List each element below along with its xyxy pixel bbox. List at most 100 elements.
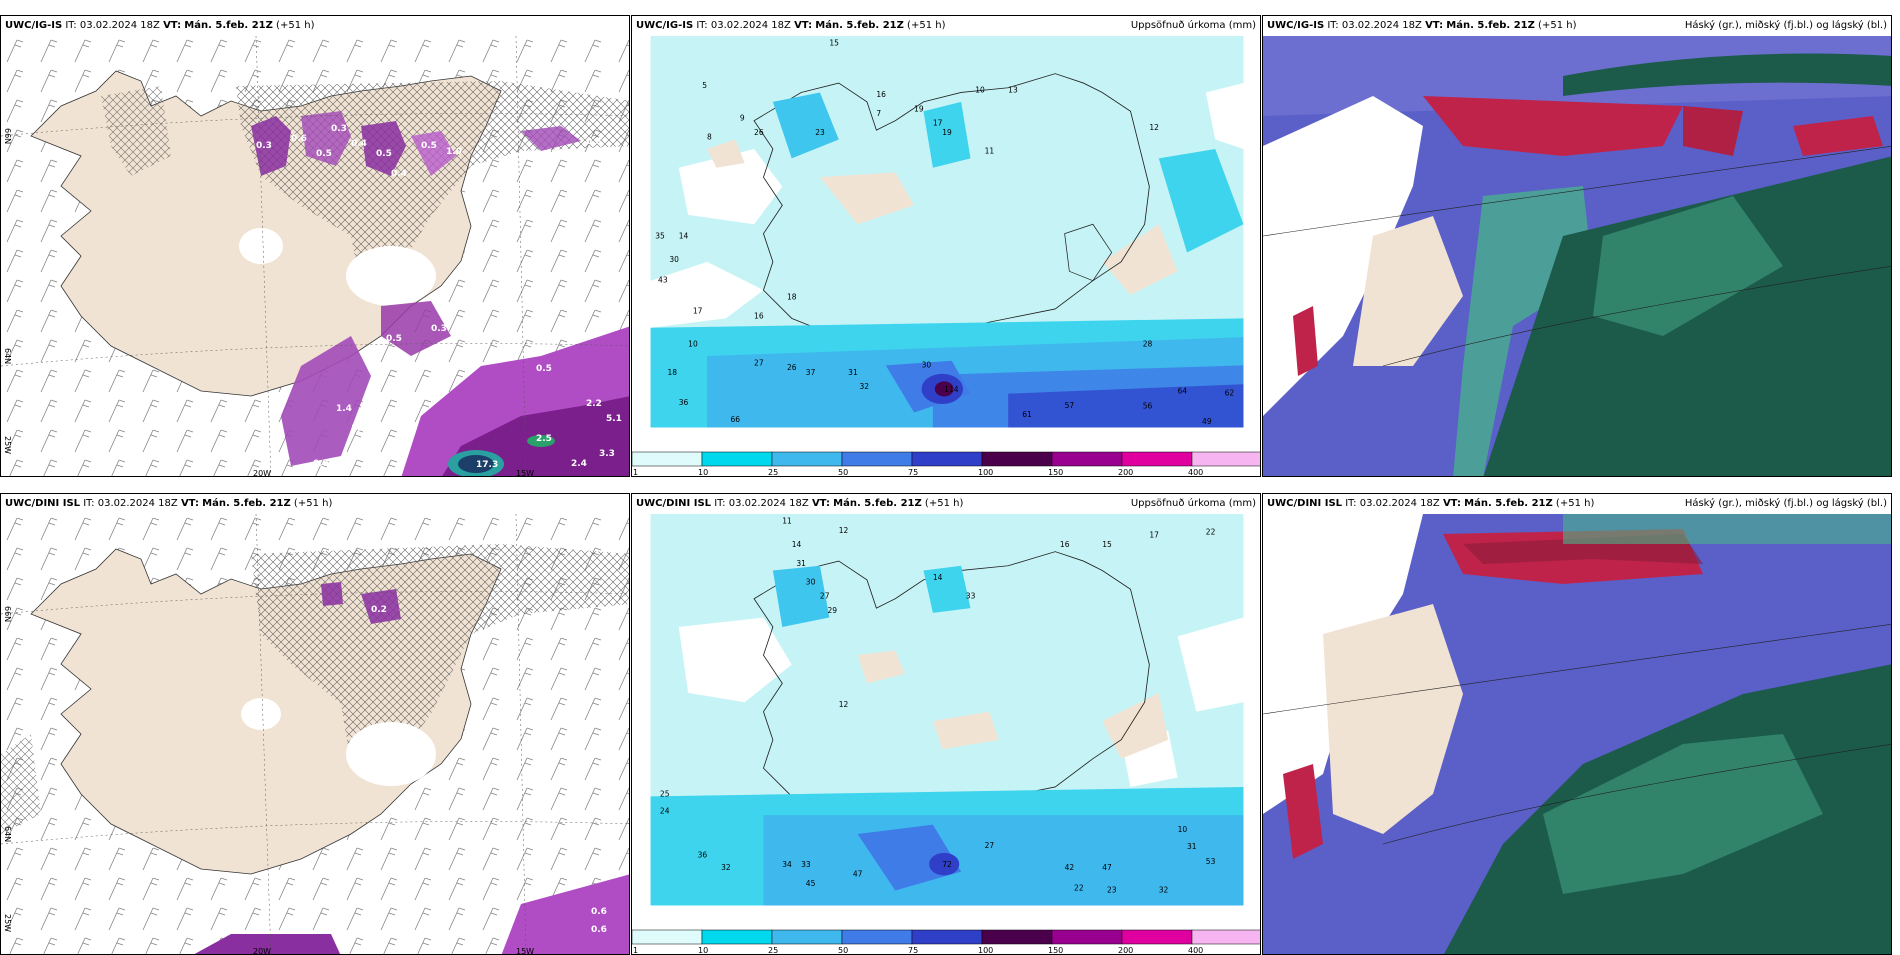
precip-value: 12 bbox=[1149, 123, 1159, 132]
precip-value: 29 bbox=[827, 606, 837, 615]
colorbar-tick: 25 bbox=[768, 946, 778, 954]
precip-value: 31 bbox=[848, 368, 858, 377]
precip-value: 22 bbox=[1074, 883, 1084, 892]
precip-values: 15 16 19 11 8 9 7 5 26 23 17 19 13 10 12… bbox=[655, 38, 1234, 425]
precip-value: 24 bbox=[660, 806, 670, 815]
snow-value: 17.3 bbox=[476, 460, 498, 470]
precip-value: 7 bbox=[876, 109, 881, 118]
snow-value: 0.6 bbox=[291, 134, 307, 144]
colorbar-swatch bbox=[1121, 451, 1193, 467]
colorbar-tick: 75 bbox=[908, 946, 918, 954]
colorbar-tick: 150 bbox=[1048, 468, 1063, 476]
lon-label-20w: 20W bbox=[253, 947, 271, 955]
colorbar-tick: 150 bbox=[1048, 946, 1063, 954]
precip-value: 25 bbox=[660, 789, 670, 798]
precip-value: 15 bbox=[829, 38, 839, 47]
precip-value: 14 bbox=[679, 231, 689, 240]
precip-value: 30 bbox=[806, 578, 816, 587]
lon-label-25w: 25W bbox=[3, 914, 12, 932]
lat-label-64n: 64N bbox=[3, 348, 12, 364]
lat-label-64n: 64N bbox=[3, 826, 12, 842]
colorbar-swatch bbox=[632, 929, 703, 945]
precip-value: 32 bbox=[721, 863, 731, 872]
colorbar-swatch bbox=[911, 451, 983, 467]
snow-value: 5.1 bbox=[606, 414, 622, 424]
colorbar-swatch bbox=[771, 929, 843, 945]
precip-value: 36 bbox=[679, 398, 689, 407]
precip-value: 17 bbox=[693, 307, 703, 316]
precip-value: 5 bbox=[702, 81, 707, 90]
precip-value: 32 bbox=[1159, 885, 1169, 894]
snow-value: 0.4 bbox=[351, 139, 367, 149]
colorbar-tick: 1 bbox=[633, 468, 638, 476]
precip-value: 28 bbox=[1143, 340, 1153, 349]
lat-label-66n: 66N bbox=[3, 128, 12, 144]
colorbar-swatch bbox=[841, 451, 913, 467]
precip-value: 72 bbox=[942, 860, 952, 869]
colorbar-tick: 50 bbox=[838, 468, 848, 476]
precip-value: 22 bbox=[1206, 528, 1216, 537]
panel-header: UWC/IG-IS IT: 03.02.2024 18Z VT: Mán. 5.… bbox=[1267, 20, 1887, 31]
panel-precip-dini: UWC/DINI ISL IT: 03.02.2024 18Z VT: Mán.… bbox=[631, 493, 1261, 955]
colorbar-swatch bbox=[1191, 929, 1260, 945]
precip-value: 8 bbox=[707, 133, 712, 142]
precip-value: 66 bbox=[731, 415, 741, 424]
precip-value: 32 bbox=[859, 382, 869, 391]
panel-wind-snow-dini: UWC/DINI ISL IT: 03.02.2024 18Z VT: Mán.… bbox=[0, 493, 630, 955]
panel-header: UWC/DINI ISL IT: 03.02.2024 18Z VT: Mán.… bbox=[5, 498, 333, 509]
precip-value: 57 bbox=[1065, 401, 1075, 410]
precip-value: 9 bbox=[740, 114, 745, 123]
colorbar-swatch bbox=[981, 451, 1053, 467]
precip-value: 14 bbox=[933, 573, 943, 582]
colorbar-swatch bbox=[632, 451, 703, 467]
snow-value: 2.4 bbox=[571, 459, 587, 469]
precip-value: 27 bbox=[985, 841, 995, 850]
precip-value: 16 bbox=[1060, 540, 1070, 549]
precip-value: 37 bbox=[806, 368, 816, 377]
colorbar-swatch bbox=[1121, 929, 1193, 945]
lon-label-15w: 15W bbox=[516, 469, 534, 477]
snow-value: 0.5 bbox=[376, 149, 392, 159]
panel-wind-snow-ig: UWC/IG-IS IT: 03.02.2024 18Z VT: Mán. 5.… bbox=[0, 15, 630, 477]
snow-value: 2.5 bbox=[536, 434, 552, 444]
snow-value: 0.3 bbox=[431, 324, 447, 334]
precip-value: 33 bbox=[966, 592, 976, 601]
colorbar-tick: 100 bbox=[978, 946, 993, 954]
precip-value: 31 bbox=[796, 559, 806, 568]
precip-value: 12 bbox=[839, 526, 849, 535]
precip-value: 33 bbox=[801, 860, 811, 869]
panel-header: UWC/DINI ISL IT: 03.02.2024 18Z VT: Mán.… bbox=[636, 498, 1256, 509]
snow-value: 3.3 bbox=[599, 449, 615, 459]
snow-value: 0.3 bbox=[331, 124, 347, 134]
colorbar-swatch bbox=[911, 929, 983, 945]
precip-value: 26 bbox=[754, 128, 764, 137]
colorbar-tick: 400 bbox=[1188, 468, 1203, 476]
cloud-map bbox=[1263, 514, 1891, 954]
colorbar-tick: 50 bbox=[838, 946, 848, 954]
lon-label-20w: 20W bbox=[253, 469, 271, 477]
snow-value: 0.5 bbox=[316, 149, 332, 159]
colorbar-swatch bbox=[1051, 451, 1123, 467]
precip-value: 34 bbox=[782, 860, 792, 869]
colorbar-swatch bbox=[701, 929, 773, 945]
precip-value: 11 bbox=[782, 516, 792, 525]
precip-value: 64 bbox=[1178, 387, 1188, 396]
snow-value: 0.5 bbox=[536, 364, 552, 374]
snow-value: 1.8 bbox=[351, 424, 367, 434]
colorbar-swatch bbox=[841, 929, 913, 945]
snow-value: 0.3 bbox=[256, 141, 272, 151]
precip-value: 18 bbox=[667, 368, 677, 377]
colorbar-swatch bbox=[771, 451, 843, 467]
snow-value: 1.4 bbox=[336, 404, 352, 414]
precip-map: 11 12 14 31 30 27 29 14 33 16 15 17 22 1… bbox=[650, 514, 1244, 906]
panel-header: UWC/IG-IS IT: 03.02.2024 18Z VT: Mán. 5.… bbox=[5, 20, 315, 31]
snow-value: 0.5 bbox=[386, 334, 402, 344]
precip-value: 10 bbox=[1178, 825, 1188, 834]
snow-value: 0.2 bbox=[371, 605, 387, 615]
snow-value: 0.5 bbox=[421, 141, 437, 151]
precip-value: 10 bbox=[975, 85, 985, 94]
colorbar-tick: 10 bbox=[698, 468, 708, 476]
colorbar-swatch bbox=[701, 451, 773, 467]
precip-value: 17 bbox=[933, 118, 943, 127]
precip-value: 43 bbox=[658, 276, 668, 285]
